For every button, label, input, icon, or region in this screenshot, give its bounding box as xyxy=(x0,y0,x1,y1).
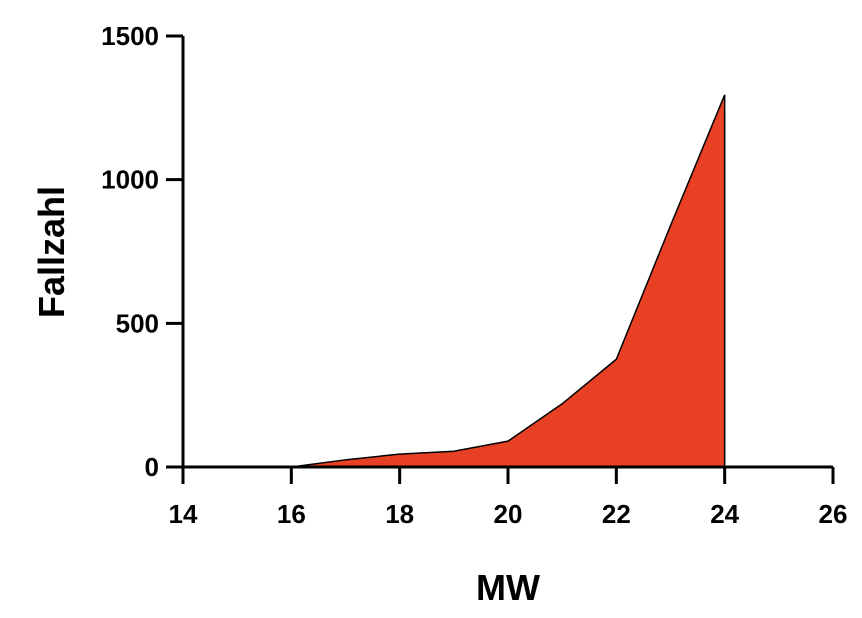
x-axis-title: MW xyxy=(476,567,540,608)
y-tick-label: 500 xyxy=(116,308,159,338)
y-tick-label: 0 xyxy=(145,452,159,482)
y-tick-label: 1500 xyxy=(101,21,159,51)
y-axis-ticks: 0 500 1000 1500 xyxy=(101,21,183,482)
area-series-0 xyxy=(291,94,726,468)
x-axis-ticks: 14 16 18 20 22 24 26 xyxy=(169,467,848,529)
x-tick-label: 14 xyxy=(169,499,198,529)
x-tick-label: 26 xyxy=(819,499,848,529)
x-tick-label: 22 xyxy=(602,499,631,529)
x-tick-label: 20 xyxy=(494,499,523,529)
x-tick-label: 16 xyxy=(277,499,306,529)
y-axis-title: Fallzahl xyxy=(31,186,72,318)
axes xyxy=(166,36,833,469)
x-tick-label: 24 xyxy=(710,499,739,529)
y-tick-label: 1000 xyxy=(101,165,159,195)
x-tick-label: 18 xyxy=(385,499,414,529)
area-layer xyxy=(291,94,726,468)
